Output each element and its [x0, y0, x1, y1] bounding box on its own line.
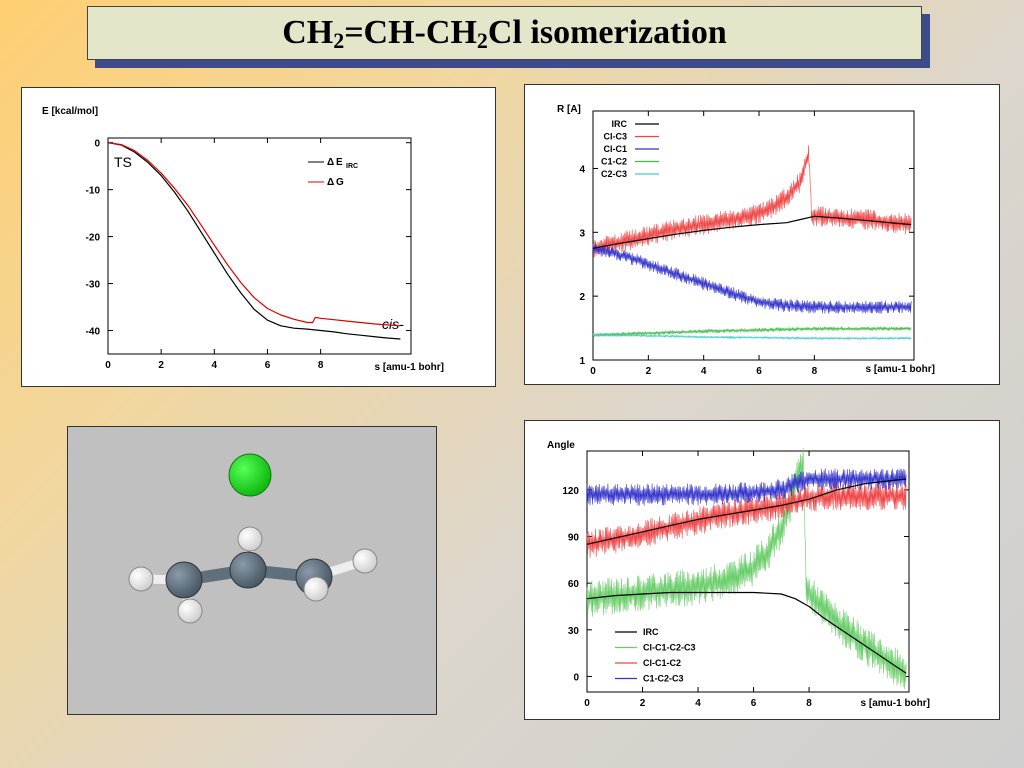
distances-series-c1_c2	[592, 326, 912, 338]
angles-x-tick-label: 6	[751, 698, 757, 709]
energy-y-tick-label: -20	[86, 233, 101, 244]
angle-chart: Angle s [amu-1 bohr] IRC Cl-C1-C2-C3 Cl-C1…	[547, 440, 930, 709]
distances-plot-frame	[592, 110, 915, 361]
molecule-drawing	[128, 453, 378, 624]
title-subscript-2: 2	[476, 28, 488, 53]
angles-x-tick-label: 0	[584, 698, 590, 709]
legend-label: IRC	[612, 119, 628, 129]
distance-x-axis-label: s [amu-1 bohr]	[866, 364, 935, 375]
energy-x-tick-label: 8	[318, 360, 324, 371]
energy-legend: Δ E IRC Δ G	[308, 157, 358, 188]
legend-label: Cl-C1-C2	[643, 658, 681, 668]
angles-series-c1_c2_c3	[586, 468, 907, 506]
energy-chart: E [kcal/mol] s [amu-1 bohr] TS cis- Δ E …	[42, 106, 444, 373]
energy-series-dE	[107, 142, 401, 340]
distances-x-tick-label: 4	[701, 366, 707, 377]
energy-x-tick-label: 2	[158, 360, 164, 371]
energy-y-tick-label: -30	[86, 280, 101, 291]
title-subscript-1: 2	[333, 28, 345, 53]
energy-y-tick-label: 0	[94, 139, 100, 150]
angles-series-irc_a2	[586, 478, 907, 545]
distance-y-axis-label: R [A]	[557, 104, 581, 115]
energy-plot-area: 0 2 4 6 8 0 -10 -20 -30 -40	[86, 137, 412, 371]
energy-x-tick-label: 4	[212, 360, 218, 371]
angle-y-axis-label: Angle	[547, 440, 575, 451]
energy-chart-panel: E [kcal/mol] s [amu-1 bohr] TS cis- Δ E …	[21, 87, 496, 387]
hydrogen-atom-c3-a	[352, 548, 378, 574]
cis-annotation: cis-	[382, 316, 404, 332]
angles-y-tick-label: 90	[568, 533, 580, 544]
angle-legend: IRC Cl-C1-C2-C3 Cl-C1-C2 C1-C2-C3	[615, 627, 696, 684]
angle-chart-panel: Angle s [amu-1 bohr] IRC Cl-C1-C2-C3 Cl-C1…	[524, 420, 1000, 720]
distances-series-c2_c3	[592, 333, 912, 340]
energy-plot-frame	[107, 137, 412, 355]
title-part-2: =CH-CH	[344, 14, 477, 51]
hydrogen-atom-c1-b	[177, 598, 203, 624]
hydrogen-atom-c3-b	[303, 576, 329, 602]
energy-x-tick-label: 6	[265, 360, 271, 371]
energy-series-dG	[107, 142, 401, 327]
distance-chart: R [A] s [amu-1 bohr] IRC Cl-C3 Cl-C1 C1-C2 C…	[557, 104, 935, 377]
angles-y-tick-label: 30	[568, 626, 580, 637]
angles-y-tick-label: 120	[562, 486, 579, 497]
legend-label: Cl-C3	[603, 132, 627, 142]
title-part-3: Cl isomerization	[487, 14, 727, 51]
angles-x-tick-label: 4	[695, 698, 701, 709]
legend-label: Cl-C1	[603, 144, 627, 154]
legend-symbol-delta-e: Δ	[327, 157, 334, 168]
angles-series-irc_a	[586, 591, 907, 674]
carbon-atom-c2	[229, 551, 267, 589]
title-part-1: CH	[282, 14, 334, 51]
legend-label: Cl-C1-C2-C3	[643, 643, 696, 653]
legend-label: C1-C2-C3	[643, 674, 684, 684]
legend-label: IRC	[643, 627, 659, 637]
distance-legend: IRC Cl-C3 Cl-C1 C1-C2 C2-C3	[601, 119, 659, 179]
distances-x-tick-label: 6	[756, 366, 762, 377]
distances-x-tick-label: 2	[646, 366, 652, 377]
distances-y-tick-label: 1	[579, 356, 585, 367]
angles-plot-frame	[586, 450, 910, 693]
chlorine-atom	[228, 453, 272, 497]
distances-x-tick-label: 8	[812, 366, 818, 377]
angles-x-tick-label: 2	[640, 698, 646, 709]
distances-plot-area: 0 2 4 6 8 1 2 3 4	[579, 110, 915, 377]
ts-annotation: TS	[114, 154, 132, 170]
legend-sub-irc: IRC	[346, 163, 358, 170]
angles-y-tick-label: 0	[573, 672, 579, 683]
energy-y-tick-label: -40	[86, 327, 101, 338]
distances-y-tick-label: 4	[579, 164, 585, 175]
legend-symbol-delta-g: Δ	[327, 177, 334, 188]
distance-chart-panel: R [A] s [amu-1 bohr] IRC Cl-C3 Cl-C1 C1-C2 C…	[524, 84, 1000, 385]
legend-label: C2-C3	[601, 169, 627, 179]
carbon-atom-c1	[165, 561, 203, 599]
distances-y-tick-label: 3	[579, 228, 585, 239]
angles-series-cl_c1_c2	[586, 481, 907, 558]
hydrogen-atom-c2	[237, 526, 263, 552]
energy-y-tick-label: -10	[86, 186, 101, 197]
angles-series-dihedral	[586, 447, 907, 690]
molecule-view	[67, 426, 437, 715]
slide-title: CH 2 =CH-CH 2 Cl isomerization	[87, 6, 922, 60]
hydrogen-atom-c1-a	[128, 566, 154, 592]
distances-series-irc_r	[592, 215, 912, 249]
energy-x-tick-label: 0	[105, 360, 111, 371]
angles-plot-area: 0 2 4 6 8 0 30 60 90 120	[562, 447, 910, 709]
energy-x-axis-label: s [amu-1 bohr]	[375, 362, 444, 373]
distances-x-tick-label: 0	[590, 366, 596, 377]
legend-label-delta-g: G	[336, 177, 344, 188]
legend-label: C1-C2	[601, 157, 627, 167]
angle-x-axis-label: s [amu-1 bohr]	[861, 698, 930, 709]
energy-y-axis-label: E [kcal/mol]	[42, 106, 98, 117]
angles-x-tick-label: 8	[806, 698, 812, 709]
distances-series-cl_c1	[592, 242, 912, 314]
angles-y-tick-label: 60	[568, 579, 580, 590]
distances-y-tick-label: 2	[579, 292, 585, 303]
legend-label-delta-e: E	[336, 157, 343, 168]
